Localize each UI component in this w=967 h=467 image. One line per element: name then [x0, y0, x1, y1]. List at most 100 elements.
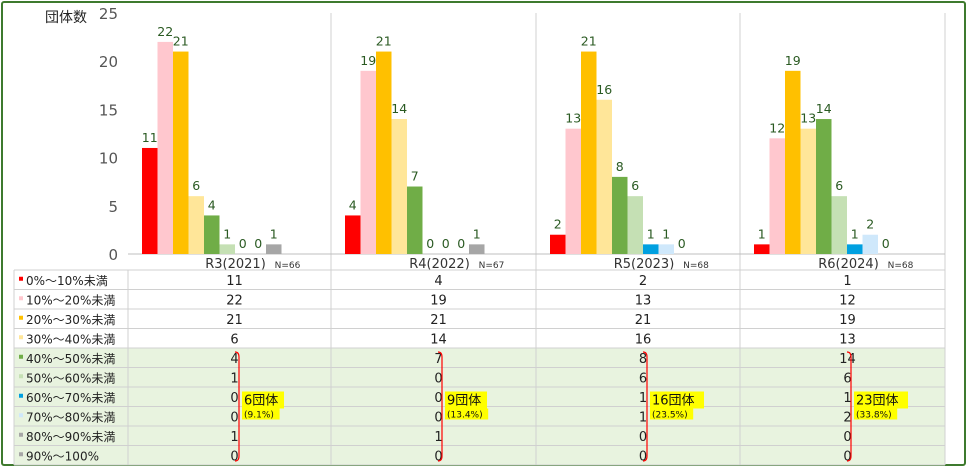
data-label: 22	[157, 24, 173, 39]
bar	[643, 244, 659, 254]
data-label: 1	[851, 226, 859, 241]
table-cell: 13	[839, 332, 856, 347]
group-percent-label: (9.1%)	[244, 411, 274, 421]
table-cell: 1	[230, 430, 238, 445]
legend-key	[19, 452, 23, 457]
table-row-label: 10%～20%未満	[26, 293, 115, 307]
table-cell: 1	[639, 391, 647, 406]
group-percent-label: (33.8%)	[856, 411, 892, 421]
table-cell: 1	[843, 274, 851, 289]
table-row-label: 0%～10%未満	[26, 274, 108, 288]
table-cell: 0	[230, 449, 238, 464]
data-label: 4	[208, 197, 216, 212]
bar	[266, 244, 282, 254]
table-cell: 1	[843, 391, 851, 406]
data-label: 1	[758, 226, 766, 241]
bar	[769, 138, 785, 254]
annotation-highlight	[242, 391, 284, 409]
table-cell: 1	[230, 371, 238, 386]
y-tick-label: 5	[108, 198, 118, 216]
table-cell: 0	[434, 449, 442, 464]
table-cell: 2	[843, 410, 851, 425]
group-bracket	[234, 351, 240, 462]
bar	[391, 119, 407, 254]
annotation-highlight	[650, 391, 704, 409]
bar	[800, 128, 816, 254]
table-row-label: 90%～100%	[26, 449, 99, 463]
data-label: 0	[239, 236, 247, 251]
data-label: 14	[816, 101, 832, 116]
table-cell: 0	[434, 391, 442, 406]
bar	[360, 70, 376, 254]
bar	[204, 215, 220, 254]
y-tick-label: 20	[99, 53, 118, 71]
group-bracket	[642, 351, 648, 462]
bar	[627, 196, 643, 254]
legend-key	[19, 335, 23, 340]
data-label: 13	[800, 111, 816, 126]
bar	[658, 244, 674, 254]
legend-key	[19, 315, 23, 320]
data-label: 2	[554, 217, 562, 232]
table-cell: 8	[639, 352, 647, 367]
table-cell: 2	[639, 274, 647, 289]
data-label: 1	[223, 226, 231, 241]
table-cell: 0	[434, 410, 442, 425]
data-label: 1	[270, 226, 278, 241]
data-label: 0	[254, 236, 262, 251]
data-label: 1	[647, 226, 655, 241]
data-label: 21	[581, 34, 597, 49]
data-label: 6	[835, 178, 843, 193]
data-label: 14	[391, 101, 407, 116]
x-category-label: R4(2022)	[409, 257, 470, 272]
data-label: 11	[142, 130, 158, 145]
x-category-label: R3(2021)	[205, 257, 266, 272]
data-label: 4	[349, 197, 357, 212]
data-label: 6	[631, 178, 639, 193]
data-label: 7	[411, 169, 419, 184]
table-cell: 14	[839, 352, 856, 367]
group-bracket	[437, 351, 443, 462]
x-category-label: R5(2023)	[614, 257, 675, 272]
table-cell: 6	[843, 371, 851, 386]
legend-key	[19, 374, 23, 379]
bar	[754, 244, 770, 254]
data-label: 1	[473, 226, 481, 241]
group-bracket	[846, 351, 852, 462]
table-cell: 0	[639, 449, 647, 464]
annotation-highlight	[445, 408, 489, 420]
n-count-label: N=66	[275, 261, 301, 271]
legend-key	[19, 432, 23, 437]
table-cell: 19	[839, 313, 856, 328]
table-cell: 13	[635, 293, 652, 308]
data-label: 8	[616, 159, 624, 174]
data-label: 19	[785, 53, 801, 68]
legend-key	[19, 354, 23, 359]
table-row-label: 60%～70%未満	[26, 391, 115, 405]
table-cell: 1	[639, 410, 647, 425]
data-label: 21	[173, 34, 189, 49]
table-cell: 7	[434, 352, 442, 367]
data-label: 0	[882, 236, 890, 251]
table-cell: 0	[843, 449, 851, 464]
bar	[469, 244, 485, 254]
data-label: 13	[565, 111, 581, 126]
bar	[219, 244, 235, 254]
data-label: 12	[769, 120, 785, 135]
bar	[345, 215, 361, 254]
data-label: 0	[678, 236, 686, 251]
table-cell: 0	[434, 371, 442, 386]
y-tick-label: 10	[99, 150, 118, 168]
table-cell: 0	[230, 410, 238, 425]
bar	[596, 99, 612, 254]
annotation-highlight	[445, 391, 487, 409]
table-cell: 22	[226, 293, 243, 308]
bar	[376, 51, 392, 255]
table-cell: 16	[635, 332, 652, 347]
data-label: 19	[360, 53, 376, 68]
annotation-highlight	[242, 408, 280, 420]
bar	[173, 51, 189, 255]
table-cell: 21	[430, 313, 447, 328]
bar	[188, 196, 204, 254]
table-cell: 14	[430, 332, 447, 347]
